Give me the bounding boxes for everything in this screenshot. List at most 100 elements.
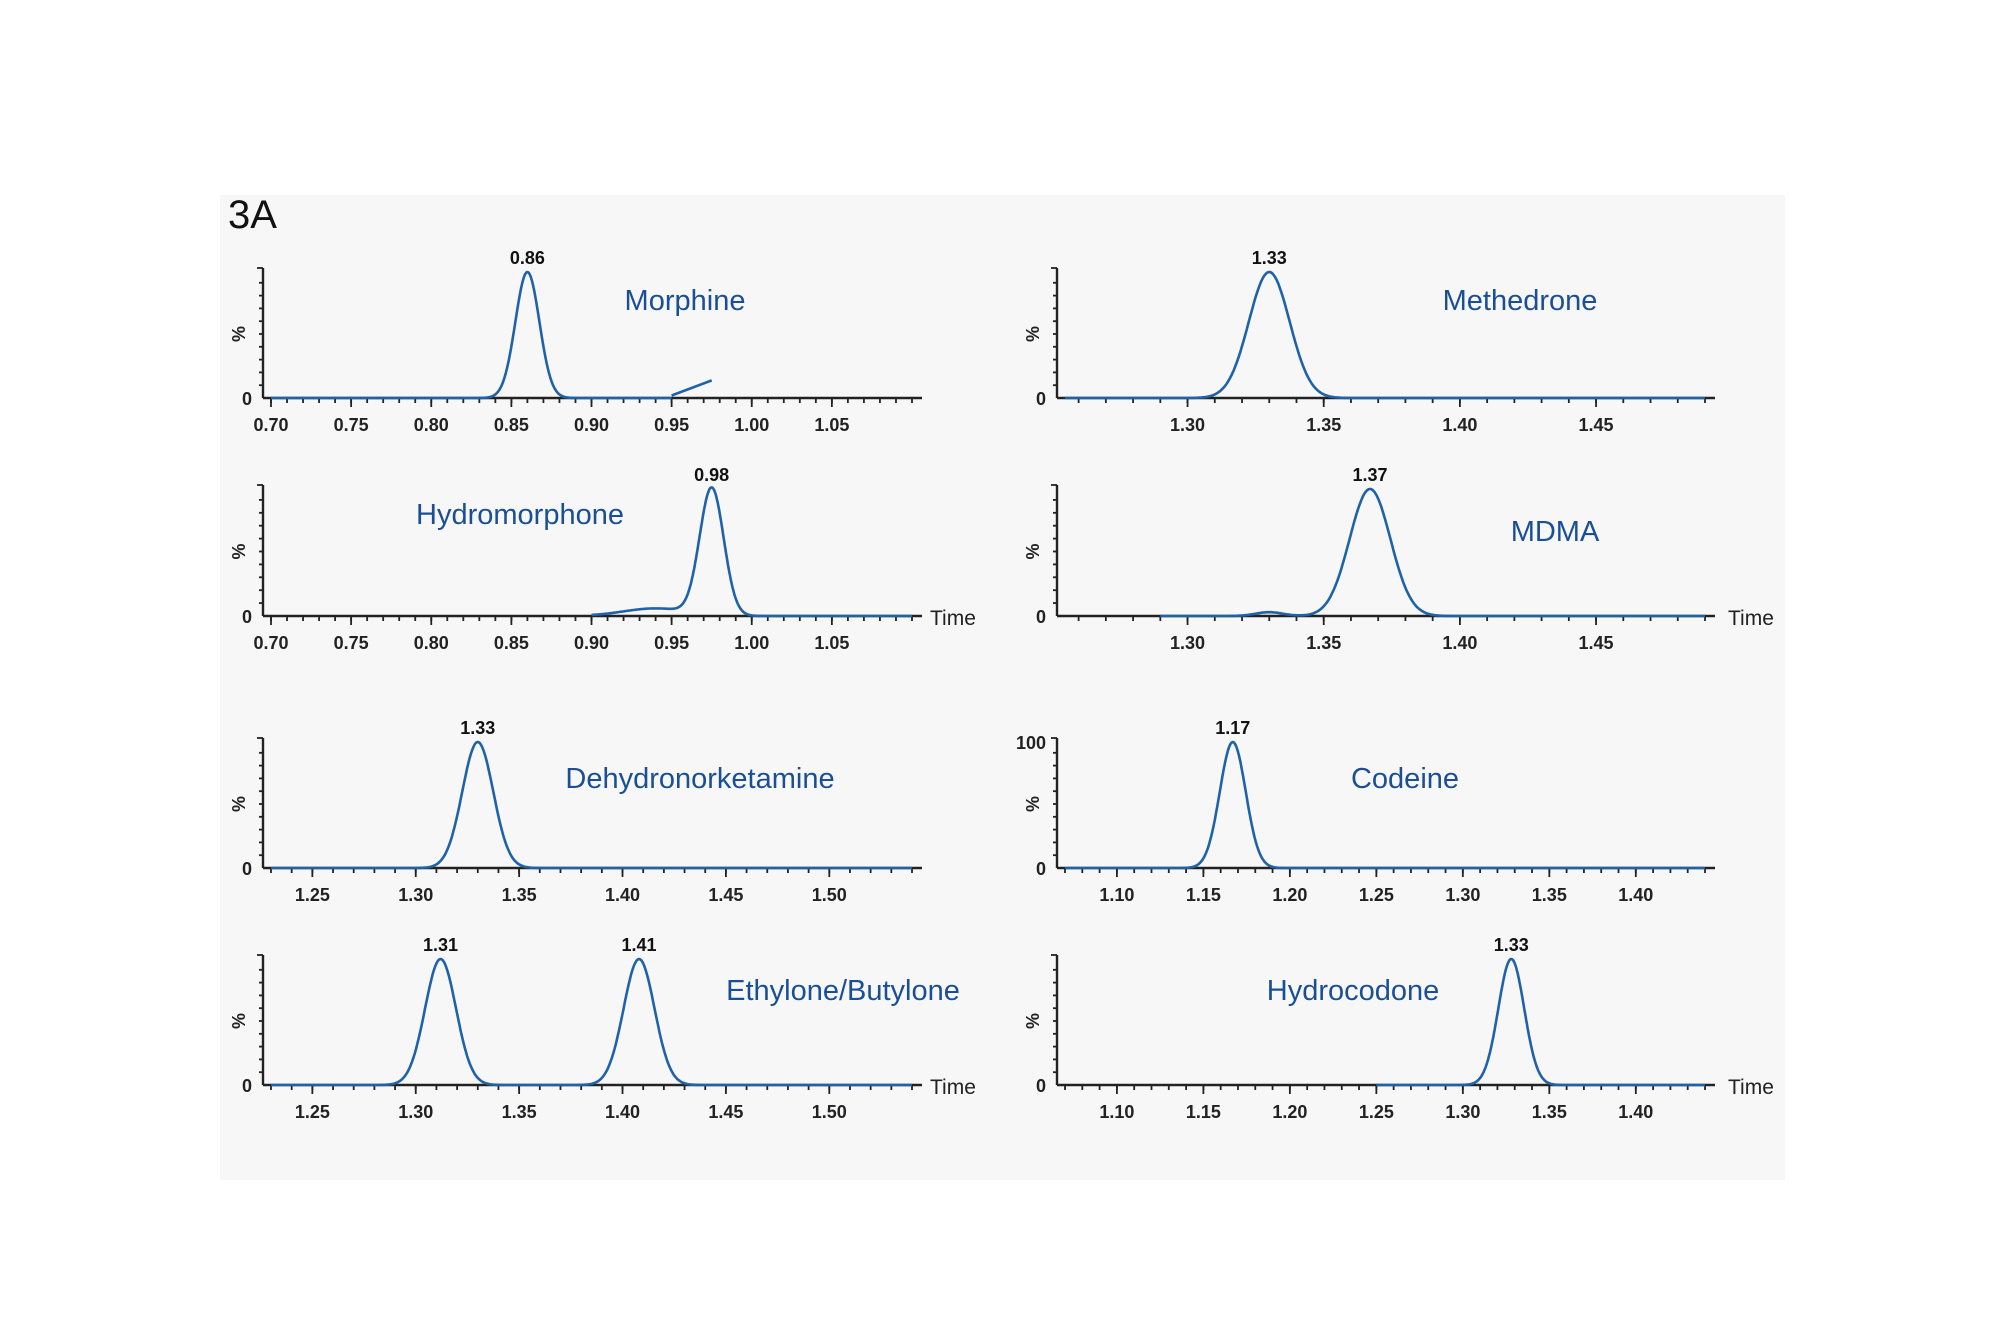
x-tick-label: 1.45 (708, 1102, 743, 1122)
x-tick-label: 0.75 (334, 633, 369, 653)
chromatogram-trace (270, 270, 673, 400)
x-tick-label: 1.20 (1272, 885, 1307, 905)
chromatogram-2: 1.30 1.35 1.40 1.45 0% 1.33 Methedrone (1023, 248, 1715, 435)
x-axis-label: Time (930, 1076, 976, 1099)
x-tick-label: 1.40 (605, 1102, 640, 1122)
x-tick-label: 1.45 (708, 885, 743, 905)
y-axis-label: % (1023, 326, 1043, 342)
x-tick-label: 0.70 (253, 415, 288, 435)
peak-label: 0.98 (694, 465, 729, 485)
x-tick-label: 1.35 (1532, 1102, 1567, 1122)
chromatogram-trace (270, 740, 913, 870)
x-tick-label: 1.40 (1618, 1102, 1653, 1122)
y-tick-label: 0 (242, 859, 252, 879)
chromatogram-trace (270, 957, 913, 1087)
y-axis-label: % (229, 796, 249, 812)
chromatogram-trace-fragment (671, 379, 713, 397)
x-axis-label: Time (1728, 1076, 1774, 1099)
x-tick-label: 1.30 (398, 1102, 433, 1122)
chromatogram-6: 1.10 1.15 1.20 1.25 1.30 1.35 1.40 0 100% 1.17 Cod… (1016, 718, 1715, 905)
y-tick-label: 0 (1036, 1076, 1046, 1096)
y-tick-label: 0 (242, 1076, 252, 1096)
x-tick-label: 1.05 (814, 415, 849, 435)
x-tick-label: 1.05 (814, 633, 849, 653)
x-tick-label: 1.30 (1170, 415, 1205, 435)
chromatogram-trace (1065, 740, 1705, 870)
x-tick-label: 1.30 (1445, 1102, 1480, 1122)
x-axis-label: Time (930, 607, 976, 630)
chromatogram-3: 0.70 0.75 0.80 0.85 0.90 0.95 1.00 1.05 0% Time 0.… (229, 465, 976, 653)
x-tick-label: 1.40 (1442, 415, 1477, 435)
figure-panel (220, 195, 1785, 1180)
chromatogram-7: 1.25 1.30 1.35 1.40 1.45 1.50 0% Time 1.31 1.41 Et… (229, 935, 976, 1122)
y-axis-label: % (1023, 796, 1043, 812)
compound-name: Morphine (625, 285, 746, 317)
y-axis-label: % (1023, 1013, 1043, 1029)
chromatogram-5: 1.25 1.30 1.35 1.40 1.45 1.50 0% 1.33 Dehydronor… (229, 718, 922, 905)
compound-name: Codeine (1351, 763, 1459, 795)
x-tick-label: 1.35 (1532, 885, 1567, 905)
x-tick-label: 1.40 (1618, 885, 1653, 905)
x-tick-label: 0.70 (253, 633, 288, 653)
x-tick-label: 0.80 (414, 633, 449, 653)
compound-name: Methedrone (1443, 285, 1598, 317)
y-tick-label: 0 (242, 389, 252, 409)
peak-label: 1.17 (1215, 718, 1250, 738)
x-tick-label: 1.20 (1272, 1102, 1307, 1122)
x-tick-label: 1.10 (1099, 885, 1134, 905)
x-tick-label: 1.30 (1170, 633, 1205, 653)
x-tick-label: 0.90 (574, 415, 609, 435)
x-tick-label: 0.95 (654, 415, 689, 435)
x-tick-label: 1.25 (1359, 885, 1394, 905)
y-axis-label: % (229, 326, 249, 342)
compound-name: Hydromorphone (416, 499, 624, 531)
y-tick-label: 0 (242, 607, 252, 627)
x-tick-label: 0.95 (654, 633, 689, 653)
x-tick-label: 1.40 (1442, 633, 1477, 653)
chromatogram-trace (1160, 487, 1706, 618)
x-tick-label: 1.10 (1099, 1102, 1134, 1122)
peak-label: 1.37 (1352, 465, 1387, 485)
chromatogram-trace (1375, 957, 1706, 1087)
x-tick-label: 1.15 (1186, 885, 1221, 905)
x-tick-label: 1.30 (398, 885, 433, 905)
x-tick-label: 1.45 (1579, 415, 1614, 435)
compound-name: Dehydronorketamine (565, 763, 834, 795)
x-tick-label: 0.85 (494, 415, 529, 435)
x-tick-label: 0.80 (414, 415, 449, 435)
x-tick-label: 1.50 (812, 885, 847, 905)
x-tick-label: 1.25 (295, 885, 330, 905)
x-tick-label: 1.35 (502, 885, 537, 905)
chromatogram-1: 0.70 0.75 0.80 0.85 0.90 0.95 1.00 1.05 0% 0.86 Mo… (229, 248, 922, 435)
x-tick-label: 1.45 (1579, 633, 1614, 653)
compound-name: MDMA (1511, 516, 1600, 548)
x-tick-label: 1.40 (605, 885, 640, 905)
x-tick-label: 0.90 (574, 633, 609, 653)
chromatogram-trace (1065, 270, 1705, 400)
peak-label: 1.33 (1252, 248, 1287, 268)
chromatogram-trace (590, 486, 913, 618)
x-tick-label: 1.35 (1306, 633, 1341, 653)
y-tick-label: 0 (1036, 607, 1046, 627)
peak-label: 1.33 (1494, 935, 1529, 955)
x-tick-label: 1.35 (1306, 415, 1341, 435)
x-tick-label: 1.50 (812, 1102, 847, 1122)
peak-label: 0.86 (510, 248, 545, 268)
y-tick-label: 0 (1036, 859, 1046, 879)
compound-name: Hydrocodone (1267, 975, 1440, 1007)
peak-label: 1.31 (423, 935, 458, 955)
y-tick-label: 0 (1036, 389, 1046, 409)
chromatogram-4: 1.30 1.35 1.40 1.45 0% Time 1.37 MDMA (1023, 465, 1774, 653)
compound-name: Ethylone/Butylone (726, 975, 960, 1007)
chromatogram-8: 1.10 1.15 1.20 1.25 1.30 1.35 1.40 0% Time 1.33 Hy… (1023, 935, 1774, 1122)
peak-label: 1.41 (622, 935, 657, 955)
y-axis-label: % (229, 1013, 249, 1029)
x-tick-label: 1.00 (734, 633, 769, 653)
y-tick-label: 100 (1016, 733, 1046, 753)
x-axis-label: Time (1728, 607, 1774, 630)
x-tick-label: 1.25 (1359, 1102, 1394, 1122)
x-tick-label: 0.75 (334, 415, 369, 435)
y-axis-label: % (1023, 543, 1043, 559)
x-tick-label: 1.25 (295, 1102, 330, 1122)
